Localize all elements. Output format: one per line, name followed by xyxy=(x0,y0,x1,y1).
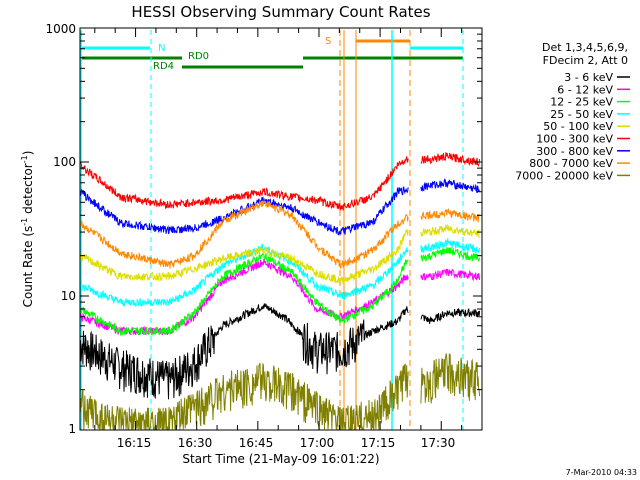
y-tick-label-10: 10 xyxy=(61,289,76,303)
series-line-50-100-kev xyxy=(79,223,480,284)
legend-item-label: 25 - 50 keV xyxy=(550,108,613,121)
series-line-800-7000-kev xyxy=(79,200,480,269)
series-line-6-12-kev xyxy=(79,258,481,336)
x-tick-label-1700: 17:00 xyxy=(300,436,335,450)
legend-item-label: 50 - 100 keV xyxy=(543,120,613,133)
legend: Det 1,3,4,5,6,9, FDecim 2, Att 0 3 - 6 k… xyxy=(515,41,630,182)
footer-timestamp: 7-Mar-2010 04:33 xyxy=(566,468,637,477)
flag-label-n: N xyxy=(158,43,165,54)
y-tick-label-1: 1 xyxy=(68,422,76,436)
axis-ticks xyxy=(80,28,483,431)
y-tick-label-1000: 1000 xyxy=(45,22,76,36)
chart-title: HESSI Observing Summary Count Rates xyxy=(131,3,430,21)
x-tick-label-1630: 16:30 xyxy=(178,436,213,450)
legend-item-label: 800 - 7000 keV xyxy=(529,157,613,170)
y-tick-label-100: 100 xyxy=(53,155,76,169)
flag-label-rd0: RD0 xyxy=(188,51,209,62)
series-line-12-25-kev xyxy=(79,246,481,337)
x-tick-label-1615: 16:15 xyxy=(117,436,152,450)
legend-item-label: 3 - 6 keV xyxy=(564,71,613,84)
legend-header-line2: FDecim 2, Att 0 xyxy=(543,54,628,67)
legend-item-label: 100 - 300 keV xyxy=(536,133,613,146)
series-line-7000-20000-kev xyxy=(79,353,481,432)
legend-item-label: 300 - 800 keV xyxy=(536,145,613,158)
legend-item-label: 12 - 25 keV xyxy=(550,96,613,109)
legend-item-label: 6 - 12 keV xyxy=(557,83,613,96)
flag-bars xyxy=(82,39,463,69)
flag-label-s: S xyxy=(325,36,331,47)
legend-item-label: 7000 - 20000 keV xyxy=(515,169,613,182)
legend-header-line1: Det 1,3,4,5,6,9, xyxy=(542,41,628,54)
series-line-3-6-kev xyxy=(79,303,481,400)
series-line-25-50-kev xyxy=(79,237,481,308)
flag-label-rd4: RD4 xyxy=(153,61,174,72)
x-tick-label-1645: 16:45 xyxy=(239,436,274,450)
x-tick-label-1715: 17:15 xyxy=(361,436,396,450)
x-axis-label: Start Time (21-May-09 16:01:22) xyxy=(182,452,379,466)
series-line-100-300-kev xyxy=(79,151,481,211)
x-tick-label-1730: 17:30 xyxy=(421,436,456,450)
y-axis-label: Count Rate (s-1 detector-1) xyxy=(20,151,35,308)
plot-frame xyxy=(79,27,483,431)
series-layer xyxy=(79,151,481,432)
